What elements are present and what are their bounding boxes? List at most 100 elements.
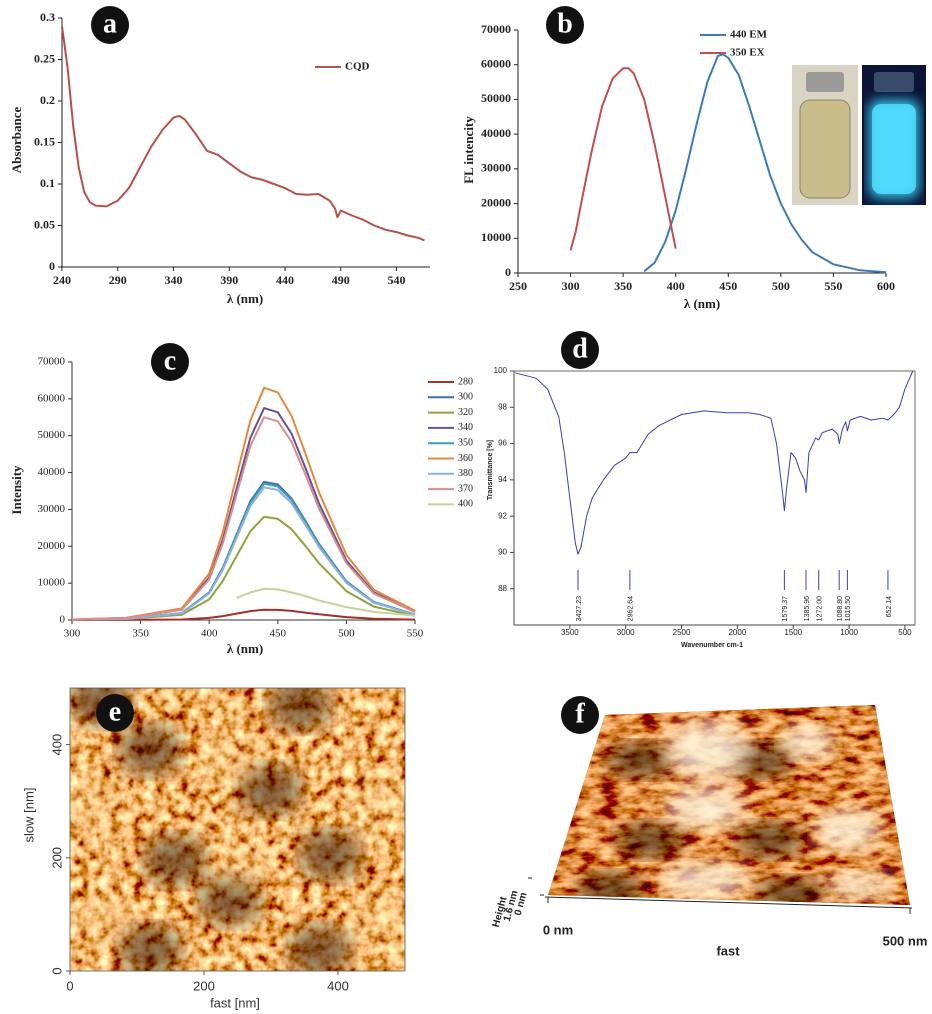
peak-label: 1088.80	[837, 596, 844, 621]
dark-domain	[606, 742, 674, 778]
peak-label: 2962.64	[628, 596, 635, 621]
x-tick-label: 2500	[673, 628, 691, 637]
x-tick-label: 600	[877, 279, 895, 293]
peak-label: 3427.23	[576, 596, 583, 621]
y-tick-label: 20000	[38, 540, 66, 552]
y-tick-label: 92	[498, 511, 507, 520]
y-axis-title: FL intencity	[461, 116, 476, 184]
plot-frame	[69, 687, 406, 972]
dark-domain	[118, 724, 182, 776]
bright-domain	[660, 862, 750, 898]
x-tick-label: 500	[898, 628, 912, 637]
y-tick-label: 88	[498, 584, 507, 593]
y-tick-label: 60000	[38, 392, 66, 404]
x-tick-label: 440	[276, 273, 294, 287]
x-tick-label: 3500	[561, 628, 579, 637]
legend-label: 360	[458, 453, 473, 464]
x-tick-label: 340	[165, 273, 183, 287]
data-line	[514, 370, 914, 555]
x-tick-label: 390	[220, 273, 238, 287]
peak-label: 652.14	[886, 596, 893, 618]
legend-label: 350	[458, 437, 473, 448]
y-axis-title: Transmittance [%]	[487, 440, 494, 500]
legend-label: 340	[458, 422, 473, 433]
bright-domain	[666, 720, 750, 780]
x-tick-label: 540	[388, 273, 406, 287]
panel-label: f	[575, 698, 585, 729]
x-tick-label: 290	[109, 273, 127, 287]
y-tick-label: 0	[60, 614, 66, 626]
x-tick-label: 490	[332, 273, 350, 287]
bright-domain	[350, 778, 405, 822]
bright-domain	[200, 738, 260, 782]
x-tick-label: 250	[509, 279, 527, 293]
y-tick-label: 96	[498, 439, 507, 448]
y-tick-label: 50000	[38, 429, 66, 441]
legend-label: 440 EM	[730, 29, 768, 41]
x-tick-label: 0	[66, 978, 73, 993]
y-tick-label: 94	[498, 475, 507, 484]
bright-domain	[210, 848, 270, 892]
y-tick-label: 100	[494, 366, 508, 375]
afm-surface-texture	[548, 705, 910, 905]
y-axis-title: Absorbance	[9, 107, 24, 174]
x-tick-label: 500 nm	[883, 933, 928, 948]
x-tick-label: 400	[667, 279, 685, 293]
dark-domain	[238, 764, 302, 816]
y-tick-label: 0.25	[34, 51, 55, 65]
y-tick-label: 0.1	[40, 176, 55, 190]
panel-label: b	[557, 8, 573, 39]
bright-domain	[814, 808, 882, 852]
dark-domain	[288, 924, 352, 971]
data-line	[71, 515, 416, 621]
dark-domain	[118, 924, 182, 971]
bright-domain	[824, 871, 892, 899]
y-tick-label: 0	[49, 259, 55, 273]
dark-domain	[736, 822, 804, 858]
y-tick-label: 10000	[38, 577, 66, 589]
y-axis-title: slow [nm]	[21, 788, 36, 843]
bright-domain	[350, 898, 405, 942]
panel-badge	[561, 696, 599, 734]
legend-label: 320	[458, 407, 473, 418]
y-tick-label: 0.2	[40, 93, 55, 107]
x-axis	[544, 896, 913, 909]
peak-label: 1385.96	[804, 596, 811, 621]
x-tick-label: 550	[824, 279, 842, 293]
x-axis-title: λ (nm)	[227, 641, 263, 656]
data-line	[569, 67, 677, 251]
peak-label: 1272.00	[817, 596, 824, 621]
data-line	[71, 386, 416, 621]
x-tick-label: 500	[772, 279, 790, 293]
legend-label: 350 EX	[730, 47, 765, 59]
x-tick-label: 500	[338, 628, 355, 640]
panel-label: a	[103, 8, 117, 39]
data-line	[71, 608, 416, 621]
panel-badge	[561, 331, 599, 369]
x-axis-title: λ (nm)	[684, 296, 720, 311]
panel-badge	[91, 6, 129, 44]
data-line	[71, 486, 416, 621]
y-tick-label: 0.3	[40, 10, 55, 24]
y-tick-label: 30000	[481, 161, 511, 175]
y-tick-label: 400	[49, 734, 64, 756]
dark-domain	[268, 688, 332, 731]
vial-photo	[792, 65, 926, 205]
legend-label: 300	[458, 392, 473, 403]
x-tick-label: 300	[562, 279, 580, 293]
afm-shading	[70, 688, 405, 971]
legend-label: 280	[458, 376, 473, 387]
data-line	[61, 26, 425, 242]
bright-domain	[70, 778, 120, 822]
x-axis-title: fast	[716, 943, 740, 958]
peak-label: 1015.50	[845, 596, 852, 621]
y-tick-label: 90	[498, 548, 507, 557]
y-axis-title: Intensity	[9, 465, 24, 515]
bright-domain	[665, 786, 745, 830]
x-tick-label: 400	[201, 628, 218, 640]
x-tick-label: 400	[327, 978, 349, 993]
x-tick-label: 350	[614, 279, 632, 293]
x-tick-label: 3000	[617, 628, 635, 637]
data-line	[643, 53, 887, 274]
